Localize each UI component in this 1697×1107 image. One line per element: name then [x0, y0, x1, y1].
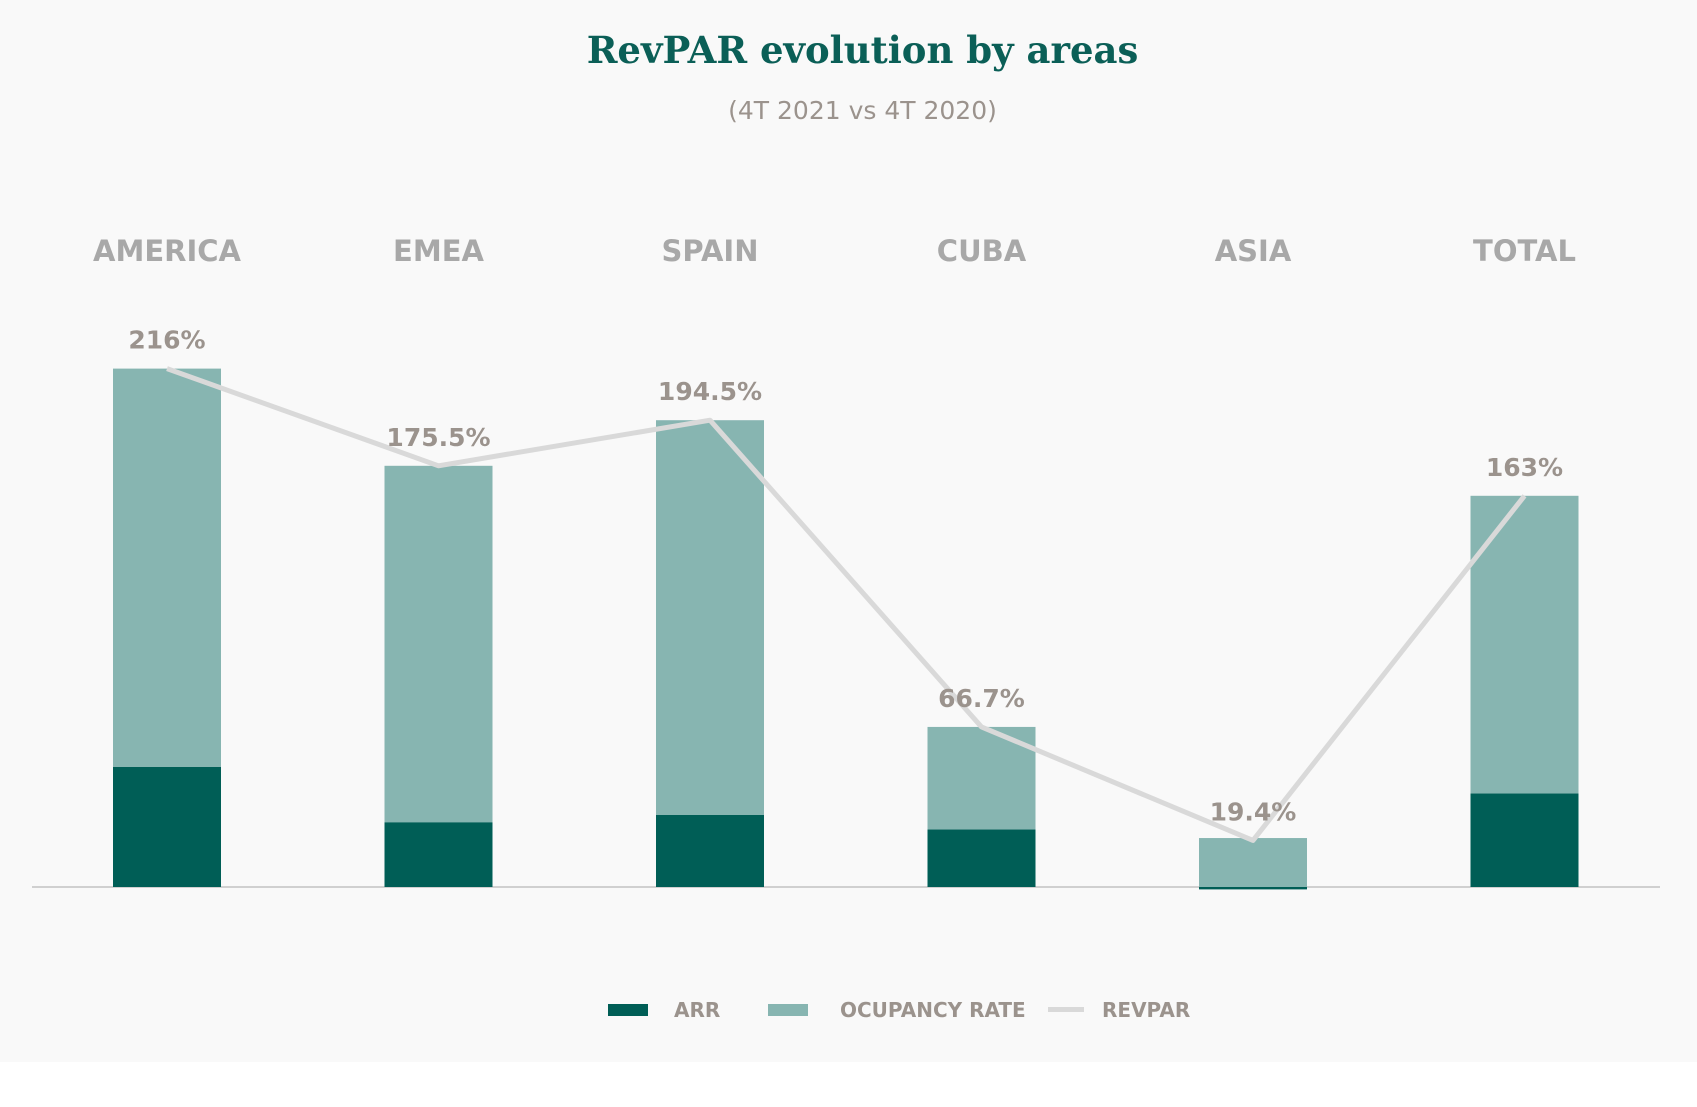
bar-ocupancy-rate-spain [656, 420, 764, 815]
category-label-total: TOTAL [1473, 234, 1576, 268]
chart-title: RevPAR evolution by areas [586, 28, 1139, 72]
data-label-cuba: 66.7% [938, 684, 1025, 713]
legend-label-arr: ARR [674, 998, 720, 1022]
bar-arr-america [113, 767, 221, 887]
bar-ocupancy-rate-asia [1199, 838, 1307, 887]
bar-ocupancy-rate-america [113, 368, 221, 767]
chart-panel [0, 0, 1697, 1062]
data-label-america: 216% [128, 326, 205, 355]
data-label-spain: 194.5% [658, 377, 762, 406]
category-label-america: AMERICA [93, 234, 242, 268]
legend-label-ocupancy-rate: OCUPANCY RATE [840, 998, 1026, 1022]
bar-arr-cuba [927, 829, 1036, 887]
data-label-asia: 19.4% [1210, 797, 1297, 826]
legend-swatch-ocupancy-rate [768, 1004, 808, 1016]
data-label-total: 163% [1486, 453, 1563, 482]
legend: ARR OCUPANCY RATE REVPAR [608, 998, 1190, 1022]
bar-arr-asia [1199, 887, 1307, 890]
legend-label-revpar: REVPAR [1102, 998, 1190, 1022]
legend-swatch-arr [608, 1004, 648, 1016]
labels-group: AMERICA 216% EMEA 175.5% SPAIN 194.5% CUBA 66.7… [93, 234, 1576, 826]
revpar-line [166, 366, 1527, 843]
legend-swatch-revpar [1048, 1007, 1084, 1012]
category-label-spain: SPAIN [662, 234, 759, 268]
category-label-emea: EMEA [393, 234, 484, 268]
bar-arr-emea [384, 822, 493, 887]
category-label-cuba: CUBA [937, 234, 1027, 268]
bar-ocupancy-rate-emea [384, 465, 493, 823]
bars-group [113, 368, 1579, 890]
chart-subtitle: (4T 2021 vs 4T 2020) [728, 96, 997, 125]
bar-arr-spain [656, 815, 764, 887]
category-label-asia: ASIA [1215, 234, 1292, 268]
bar-arr-total [1470, 793, 1579, 887]
data-label-emea: 175.5% [386, 423, 490, 452]
